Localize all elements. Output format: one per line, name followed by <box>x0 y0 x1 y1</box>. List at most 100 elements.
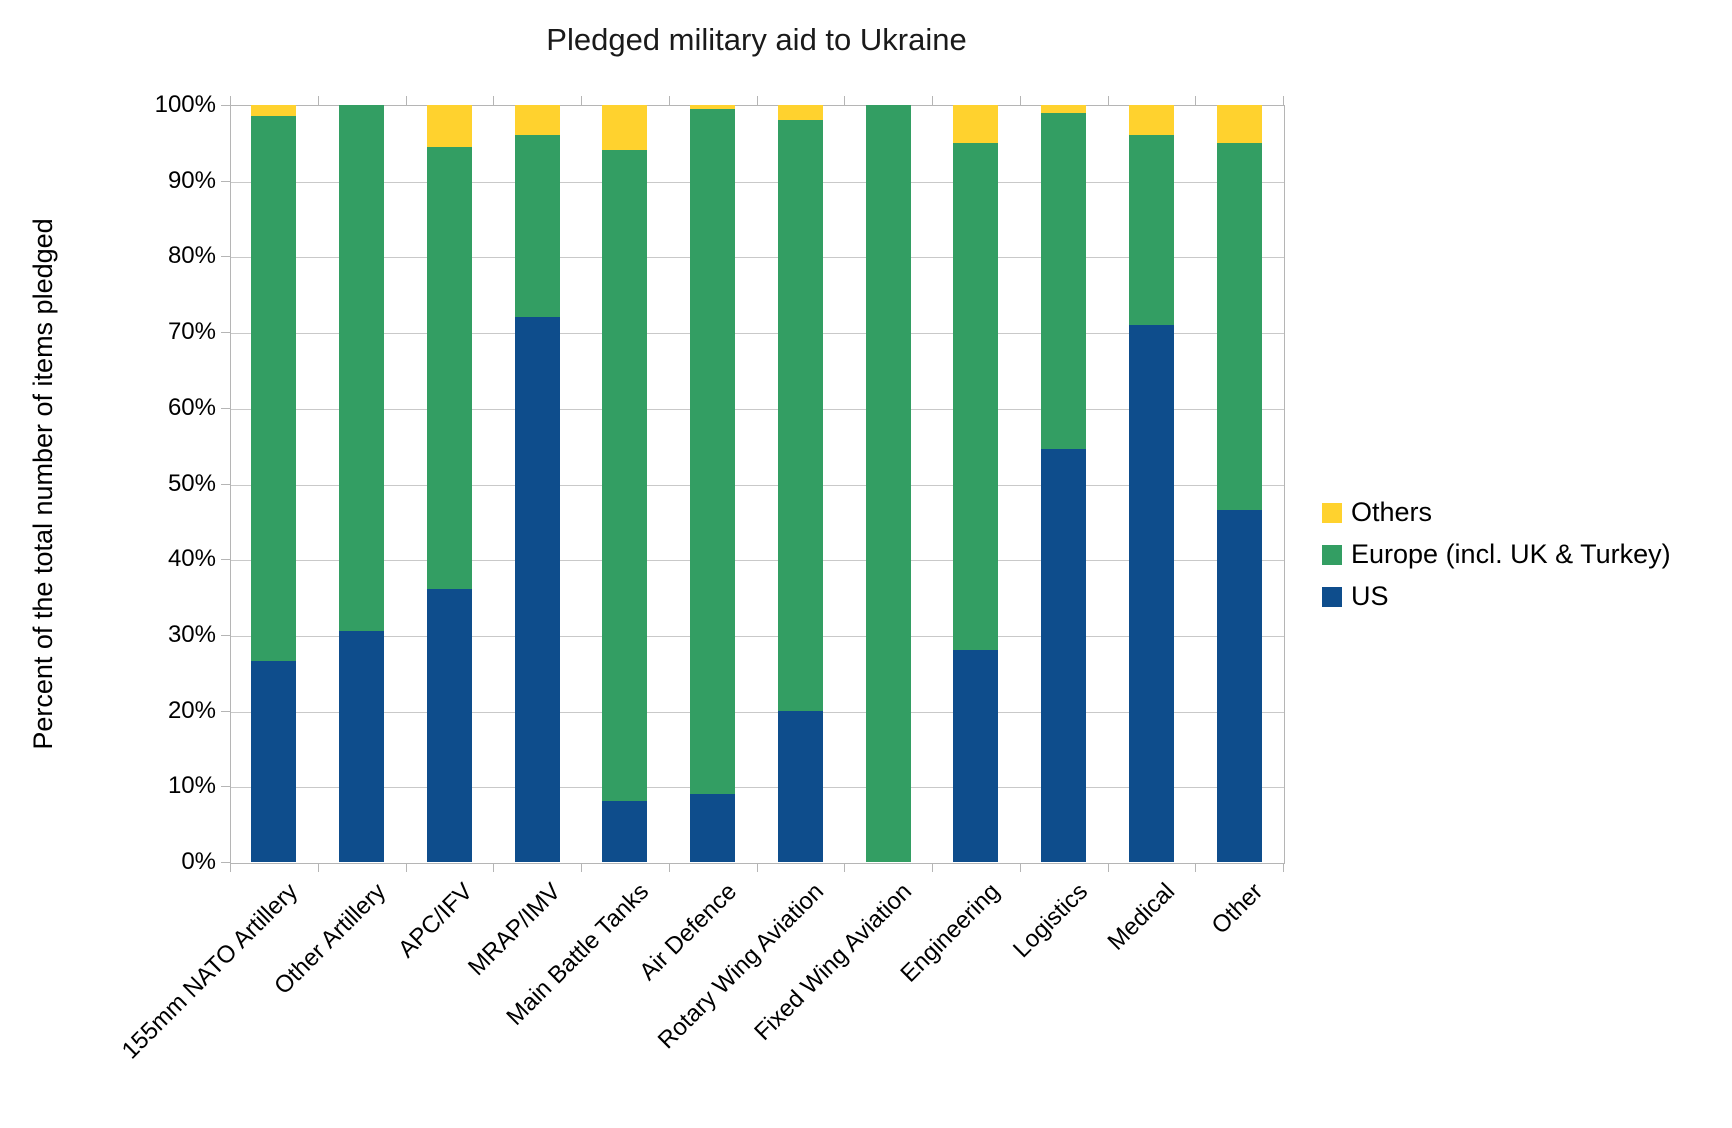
bar-segment-us-155mm-nato-artillery <box>251 661 297 862</box>
bar-segment-us-main-battle-tanks <box>602 801 648 862</box>
grid-line <box>231 484 1284 486</box>
bar-segment-europe-incl-uk-turkey-engineering <box>953 142 999 651</box>
bar-other <box>1216 105 1262 862</box>
bar-segment-europe-incl-uk-turkey-rotary-wing-aviation <box>777 120 823 711</box>
bar-segment-europe-incl-uk-turkey-apc-ifv <box>426 146 472 590</box>
x-axis-tick <box>1195 863 1197 872</box>
x-axis-tick-top <box>1107 96 1109 105</box>
bar-slot-other-artillery <box>318 105 406 862</box>
bar-segment-europe-incl-uk-turkey-155mm-nato-artillery <box>251 116 297 662</box>
y-axis-tick <box>221 105 230 106</box>
legend-swatch-europe-incl-uk-turkey <box>1322 544 1342 565</box>
bar-main-battle-tanks <box>602 105 648 862</box>
bar-segment-others-air-defence <box>690 105 736 109</box>
bar-segment-europe-incl-uk-turkey-logistics <box>1041 112 1087 450</box>
bar-slot-engineering <box>932 105 1020 862</box>
bar-segment-us-engineering <box>953 650 999 862</box>
bar-slot-155mm-nato-artillery <box>230 105 318 862</box>
bar-segment-us-apc-ifv <box>426 589 472 862</box>
legend-swatch-others <box>1322 502 1342 523</box>
bar-segment-us-air-defence <box>690 793 736 862</box>
legend: Others Europe (incl. UK & Turkey) US <box>1322 497 1671 624</box>
bar-other-artillery <box>339 105 385 862</box>
x-axis-tick <box>756 863 758 872</box>
legend-label-europe-incl-uk-turkey: Europe (incl. UK & Turkey) <box>1351 539 1671 569</box>
bar-fixed-wing-aviation <box>865 105 911 862</box>
bar-segment-others-rotary-wing-aviation <box>777 105 823 121</box>
y-tick-label: 40% <box>167 545 216 573</box>
bar-slot-fixed-wing-aviation <box>844 105 932 862</box>
bar-segment-others-logistics <box>1041 105 1087 113</box>
y-axis-tick <box>221 862 230 863</box>
y-tick-label: 100% <box>154 91 216 118</box>
y-axis-tick <box>221 634 230 636</box>
y-axis-tick <box>221 407 230 409</box>
bar-logistics <box>1041 105 1087 862</box>
y-axis-tick <box>221 256 230 258</box>
y-tick-label: 90% <box>167 166 216 194</box>
x-axis-tick <box>668 863 670 872</box>
legend-label-others: Others <box>1351 497 1433 527</box>
x-axis-tick-top <box>844 96 846 105</box>
bar-segment-others-mrap-imv <box>514 105 560 136</box>
bar-medical <box>1128 105 1174 862</box>
bar-air-defence <box>690 105 736 862</box>
x-axis-tick-top <box>581 96 582 105</box>
bar-slot-other <box>1195 105 1283 862</box>
grid-line <box>231 181 1284 183</box>
bar-segment-us-mrap-imv <box>514 316 560 862</box>
bar-segment-us-rotary-wing-aviation <box>777 710 823 862</box>
bar-segment-others-apc-ifv <box>426 105 472 147</box>
grid-line <box>231 635 1284 637</box>
bar-155mm-nato-artillery <box>251 105 297 862</box>
x-axis-tick-top <box>668 96 670 105</box>
bar-engineering <box>953 105 999 862</box>
legend-label-us: US <box>1351 581 1389 611</box>
x-axis-tick <box>932 863 933 872</box>
bar-slot-logistics <box>1020 105 1108 862</box>
y-axis-tick <box>221 786 230 788</box>
chart-title: Pledged military aid to Ukraine <box>546 22 967 57</box>
bar-segment-others-medical <box>1128 105 1174 136</box>
y-tick-label: 70% <box>167 318 216 346</box>
bar-segment-europe-incl-uk-turkey-air-defence <box>690 108 736 794</box>
x-axis-tick-top <box>1195 96 1197 105</box>
bar-segment-europe-incl-uk-turkey-other <box>1216 142 1262 510</box>
y-axis-tick <box>221 559 230 561</box>
y-tick-label: 50% <box>167 469 216 497</box>
x-axis-tick-top <box>932 96 933 105</box>
plot-area <box>230 105 1285 864</box>
y-axis-tick <box>221 332 230 334</box>
bar-segment-others-155mm-nato-artillery <box>251 105 297 117</box>
y-axis-tick <box>221 483 230 485</box>
x-axis-tick-top <box>405 96 407 105</box>
bars-container <box>230 105 1283 862</box>
y-axis-title: Percent of the total number of items ple… <box>28 218 58 750</box>
x-axis-tick <box>1107 863 1109 872</box>
bar-segment-us-medical <box>1128 324 1174 862</box>
x-axis-tick-top <box>756 96 758 105</box>
grid-line <box>231 408 1284 410</box>
bar-segment-others-engineering <box>953 105 999 143</box>
y-tick-label: 20% <box>167 696 216 724</box>
bar-segment-europe-incl-uk-turkey-other-artillery <box>339 105 385 632</box>
x-axis-tick <box>1019 863 1021 872</box>
y-tick-label: 60% <box>167 393 216 421</box>
x-axis-tick <box>230 863 231 872</box>
bar-slot-main-battle-tanks <box>581 105 669 862</box>
legend-item-us: US <box>1322 581 1671 611</box>
bar-segment-us-logistics <box>1041 449 1087 862</box>
grid-line <box>231 333 1284 335</box>
bar-rotary-wing-aviation <box>777 105 823 862</box>
bar-segment-europe-incl-uk-turkey-mrap-imv <box>514 135 560 317</box>
x-axis-tick <box>581 863 582 872</box>
legend-item-europe-incl-uk-turkey: Europe (incl. UK & Turkey) <box>1322 539 1671 569</box>
grid-line <box>231 711 1284 713</box>
bar-slot-mrap-imv <box>493 105 581 862</box>
bar-segment-others-other <box>1216 105 1262 143</box>
bar-slot-apc-ifv <box>406 105 494 862</box>
x-axis-tick-top <box>317 96 319 105</box>
x-axis-tick <box>405 863 407 872</box>
y-tick-label: 0% <box>181 848 216 875</box>
